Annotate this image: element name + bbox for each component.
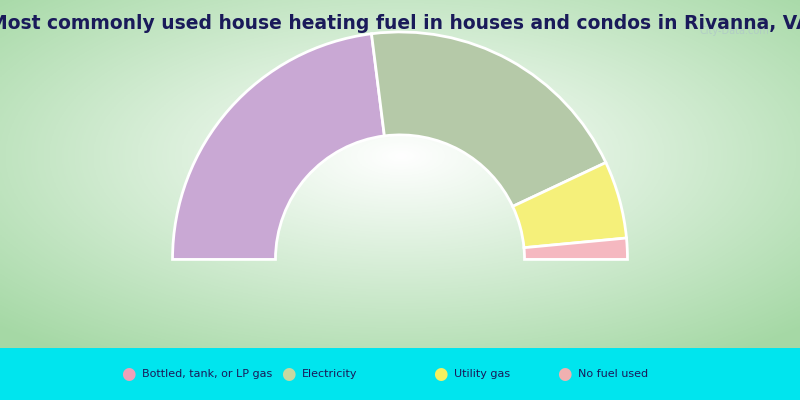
Text: ●: ● [558,365,572,383]
Text: City-Data.com: City-Data.com [699,26,769,36]
Text: Bottled, tank, or LP gas: Bottled, tank, or LP gas [142,369,272,379]
Wedge shape [524,238,627,260]
Wedge shape [513,162,626,248]
Text: ●: ● [434,365,448,383]
Text: Utility gas: Utility gas [454,369,510,379]
Text: ●: ● [122,365,136,383]
Text: Most commonly used house heating fuel in houses and condos in Rivanna, VA: Most commonly used house heating fuel in… [0,14,800,33]
Text: No fuel used: No fuel used [578,369,648,379]
Text: Electricity: Electricity [302,369,357,379]
Wedge shape [173,34,384,260]
Text: ●: ● [282,365,296,383]
Wedge shape [371,32,606,206]
